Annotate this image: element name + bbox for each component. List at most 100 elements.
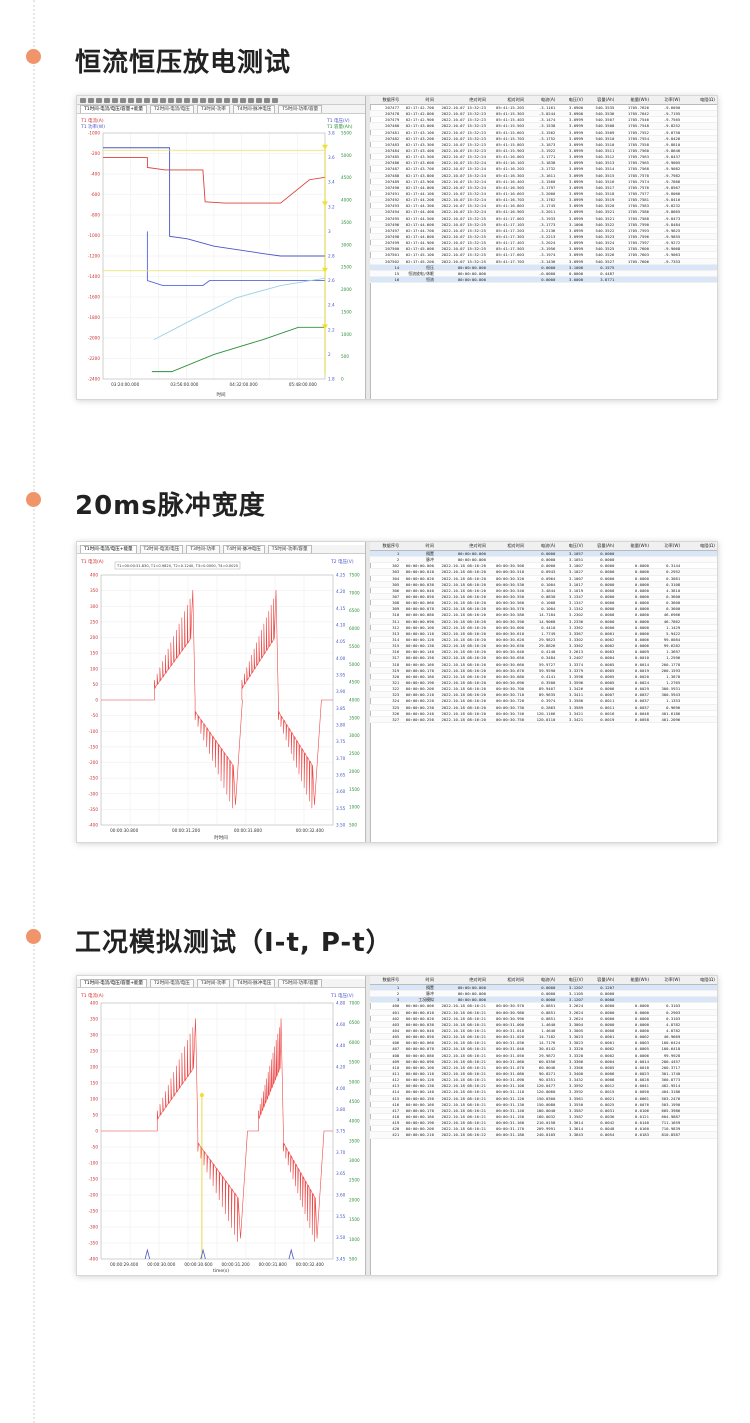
table-row[interactable]: 207490 02:17:44.000 2022-10-07 15:32:24 05:… (370, 184, 717, 191)
toolbar-icon[interactable] (120, 97, 126, 103)
column-header[interactable]: 相对时间 (507, 97, 525, 102)
tab-chart-5[interactable]: T5时间-功率/容量 (267, 545, 312, 553)
column-header[interactable]: 相对时间 (507, 543, 525, 548)
toolbar-icon[interactable] (112, 97, 118, 103)
toolbar-icon[interactable] (272, 97, 278, 103)
toolbar-icon[interactable] (232, 97, 238, 103)
column-header[interactable]: 能量(Wh) (630, 543, 649, 548)
toolbar-icon[interactable] (152, 97, 158, 103)
table-row[interactable]: 325 00:00:00.230 2022-10-18 08:16:20 00:00:… (370, 704, 717, 711)
table-row[interactable]: 16 恒流 00:00:00.000 0.0000 3.0000 3.8771 (370, 276, 717, 284)
tab-chart-4[interactable]: T4时间-脉冲电压 (222, 545, 265, 553)
table-row[interactable]: 326 00:00:00.240 2022-10-18 08:16:20 00:00:… (370, 711, 717, 717)
table-row[interactable]: 419 00:00:00.190 2022-10-18 08:16:21 00:00:… (370, 1120, 717, 1127)
tab-chart-2[interactable]: T2时间-电流/电压 (150, 105, 194, 113)
table-row[interactable]: 207491 02:17:44.100 2022-10-07 15:32:24 05:… (370, 191, 717, 198)
table-row[interactable]: 319 00:00:00.170 2022-10-18 08:16:20 00:00:… (370, 667, 717, 674)
table-row[interactable]: 405 00:00:00.050 2022-10-18 08:16:21 00:00:… (370, 1034, 717, 1041)
table-row[interactable]: 420 00:00:00.200 2022-10-18 08:16:21 00:00:… (370, 1126, 717, 1133)
toolbar-icon[interactable] (104, 97, 110, 103)
table-row[interactable]: 409 00:00:00.090 2022-10-18 08:16:21 00:00:… (370, 1058, 717, 1065)
table-row[interactable]: 304 00:00:00.020 2022-10-18 08:16:20 00:00:… (370, 576, 717, 582)
column-header[interactable]: 电压(V) (568, 543, 584, 548)
column-header[interactable]: 容量(Ah) (597, 977, 615, 982)
column-header[interactable]: 能量(Wh) (630, 97, 649, 102)
tab-chart-5[interactable]: T5时间-功率/容量 (278, 979, 323, 987)
table-row[interactable]: 1 搁置 00:00:00.000 0.0000 3.1207 0.1207 (370, 985, 717, 992)
table-row[interactable]: 421 00:00:00.210 2022-10-18 08:16:22 00:00:… (370, 1132, 717, 1139)
table-row[interactable]: 207477 02:17:42.700 2022-10-07 15:32:23 05:… (370, 105, 717, 112)
table-row[interactable]: 207493 02:17:44.300 2022-10-07 15:32:24 05:… (370, 203, 717, 210)
column-header[interactable]: 电阻(Ω) (700, 543, 715, 548)
table-row[interactable]: 207500 02:17:45.000 2022-10-07 15:32:25 05:… (370, 246, 717, 253)
table-row[interactable]: 316 00:00:00.140 2022-10-18 08:16:20 00:00:… (370, 649, 717, 656)
toolbar-icon[interactable] (200, 97, 206, 103)
table-row[interactable]: 321 00:00:00.190 2022-10-18 08:16:20 00:00:… (370, 679, 717, 687)
table-row[interactable]: 207501 02:17:45.100 2022-10-07 15:32:25 05:… (370, 252, 717, 259)
table-row[interactable]: 408 00:00:00.080 2022-10-18 08:16:21 00:00:… (370, 1053, 717, 1059)
table-row[interactable]: 207481 02:17:43.100 2022-10-07 15:32:23 05:… (370, 130, 717, 136)
table-row[interactable]: 207478 02:17:42.800 2022-10-07 15:32:23 05:… (370, 111, 717, 118)
table-row[interactable]: 412 00:00:00.120 2022-10-18 08:16:21 00:00:… (370, 1077, 717, 1084)
column-header[interactable]: 时间 (425, 543, 434, 548)
table-row[interactable]: 406 00:00:00.060 2022-10-18 08:16:21 00:00:… (370, 1040, 717, 1047)
toolbar-icon[interactable] (192, 97, 198, 103)
table-row[interactable]: 207486 02:17:43.600 2022-10-07 15:32:24 05:… (370, 160, 717, 167)
column-header[interactable]: 电阻(Ω) (700, 97, 715, 102)
column-header[interactable]: 时间 (425, 977, 434, 982)
column-header[interactable]: 功率(W) (664, 97, 681, 102)
tab-chart-3[interactable]: T3时间-功率 (196, 979, 231, 987)
tab-chart-3[interactable]: T3时间-功率 (186, 545, 220, 553)
tab-chart-1[interactable]: T1时间-电流/电压/容量+能量 (80, 105, 148, 113)
table-row[interactable]: 327 00:00:00.250 2022-10-18 08:16:20 00:00:… (370, 716, 717, 723)
table-row[interactable]: 410 00:00:00.100 2022-10-18 08:16:21 00:00:… (370, 1065, 717, 1071)
table-row[interactable]: 322 00:00:00.200 2022-10-18 08:16:20 00:00:… (370, 686, 717, 693)
table-row[interactable]: 314 00:00:00.120 2022-10-18 08:16:20 00:00:… (370, 637, 717, 644)
tab-chart-4[interactable]: T4时间-脉冲电压 (233, 105, 276, 113)
table-row[interactable]: 302 00:00:00.000 2022-10-18 08:16:20 00:00:… (370, 563, 717, 570)
tab-chart-3[interactable]: T3时间-功率 (196, 105, 231, 113)
chart-area[interactable]: T1 电流(A) T1 电压(V) time(s) 400 350 300 250 20… (77, 989, 365, 1275)
toolbar-icon[interactable] (216, 97, 222, 103)
table-row[interactable]: 401 00:00:00.010 2022-10-18 08:16:21 00:00:… (370, 1009, 717, 1016)
table-row[interactable]: 207485 02:17:43.500 2022-10-07 15:32:24 05:… (370, 154, 717, 161)
table-row[interactable]: 207479 02:17:42.900 2022-10-07 15:32:23 05:… (370, 117, 717, 124)
column-header[interactable]: 电压(V) (568, 97, 584, 102)
table-row[interactable]: 310 00:00:00.080 2022-10-18 08:16:20 00:00:… (370, 612, 717, 619)
tab-chart-2[interactable]: T2时间-电流/电压 (139, 545, 184, 553)
chart-canvas[interactable]: T1 电流(A) T2 电压(V) T1=00:00:31.830, T1=0.… (77, 555, 365, 842)
toolbar-icon[interactable] (144, 97, 150, 103)
column-header[interactable]: 功率(W) (664, 543, 681, 548)
toolbar-icon[interactable] (128, 97, 134, 103)
table-row[interactable]: 2 脉冲 00:00:00.000 0.0000 3.1105 0.0000 (370, 991, 717, 998)
column-header[interactable]: 电流(A) (540, 97, 556, 102)
column-header[interactable]: 能量(Wh) (630, 977, 649, 982)
column-header[interactable]: 时间 (425, 97, 434, 102)
table-row[interactable]: 207484 02:17:43.400 2022-10-07 15:32:23 05:… (370, 147, 717, 155)
toolbar-icon[interactable] (136, 97, 142, 103)
column-header[interactable]: 相对时间 (507, 977, 525, 982)
table-row[interactable]: 416 00:00:00.160 2022-10-18 08:16:21 00:00:… (370, 1102, 717, 1108)
column-header[interactable]: 绝对时间 (469, 543, 486, 548)
table-row[interactable]: 14 恒压 00:00:00.000 0.0000 3.1000 0.1575 (370, 264, 717, 271)
table-row[interactable]: 306 00:00:00.040 2022-10-18 08:16:20 00:00:… (370, 588, 717, 594)
table-row[interactable]: 318 00:00:00.160 2022-10-18 08:16:20 00:00:… (370, 662, 717, 668)
toolbar-icon[interactable] (240, 97, 246, 103)
table-row[interactable]: 207482 02:17:43.200 2022-10-07 15:32:23 05:… (370, 135, 717, 142)
table-row[interactable]: 400 00:00:00.000 2022-10-18 08:16:21 00:00:… (370, 1003, 717, 1010)
column-header[interactable]: 绝对时间 (469, 97, 486, 102)
toolbar-icon[interactable] (264, 97, 270, 103)
table-row[interactable]: 2 脉冲 00:00:00.000 0.0000 3.1051 0.0000 (370, 557, 717, 564)
table-row[interactable]: 317 00:00:00.150 2022-10-18 08:16:20 00:00:… (370, 655, 717, 662)
table-row[interactable]: 15 恒流放电/休眠 00:00:00.000 -0.0000 0.0000 0.4487 (370, 270, 717, 277)
toolbar-icon[interactable] (224, 97, 230, 103)
table-row[interactable]: 207488 02:17:43.800 2022-10-07 15:32:24 05:… (370, 172, 717, 179)
table-row[interactable]: 308 00:00:00.060 2022-10-18 08:16:20 00:00:… (370, 600, 717, 607)
table-row[interactable]: 413 00:00:00.130 2022-10-18 08:16:21 00:00:… (370, 1083, 717, 1090)
table-row[interactable]: 407 00:00:00.070 2022-10-18 08:16:21 00:00:… (370, 1046, 717, 1053)
table-row[interactable]: 402 00:00:00.020 2022-10-18 08:16:21 00:00:… (370, 1016, 717, 1022)
table-row[interactable]: 207498 02:17:44.800 2022-10-07 15:32:25 05:… (370, 233, 717, 241)
table-row[interactable]: 320 00:00:00.180 2022-10-18 08:16:20 00:00:… (370, 674, 717, 680)
table-row[interactable]: 404 00:00:00.040 2022-10-18 08:16:21 00:00:… (370, 1028, 717, 1035)
tab-chart-1[interactable]: T1时间-电流/电压+能量 (80, 545, 137, 553)
